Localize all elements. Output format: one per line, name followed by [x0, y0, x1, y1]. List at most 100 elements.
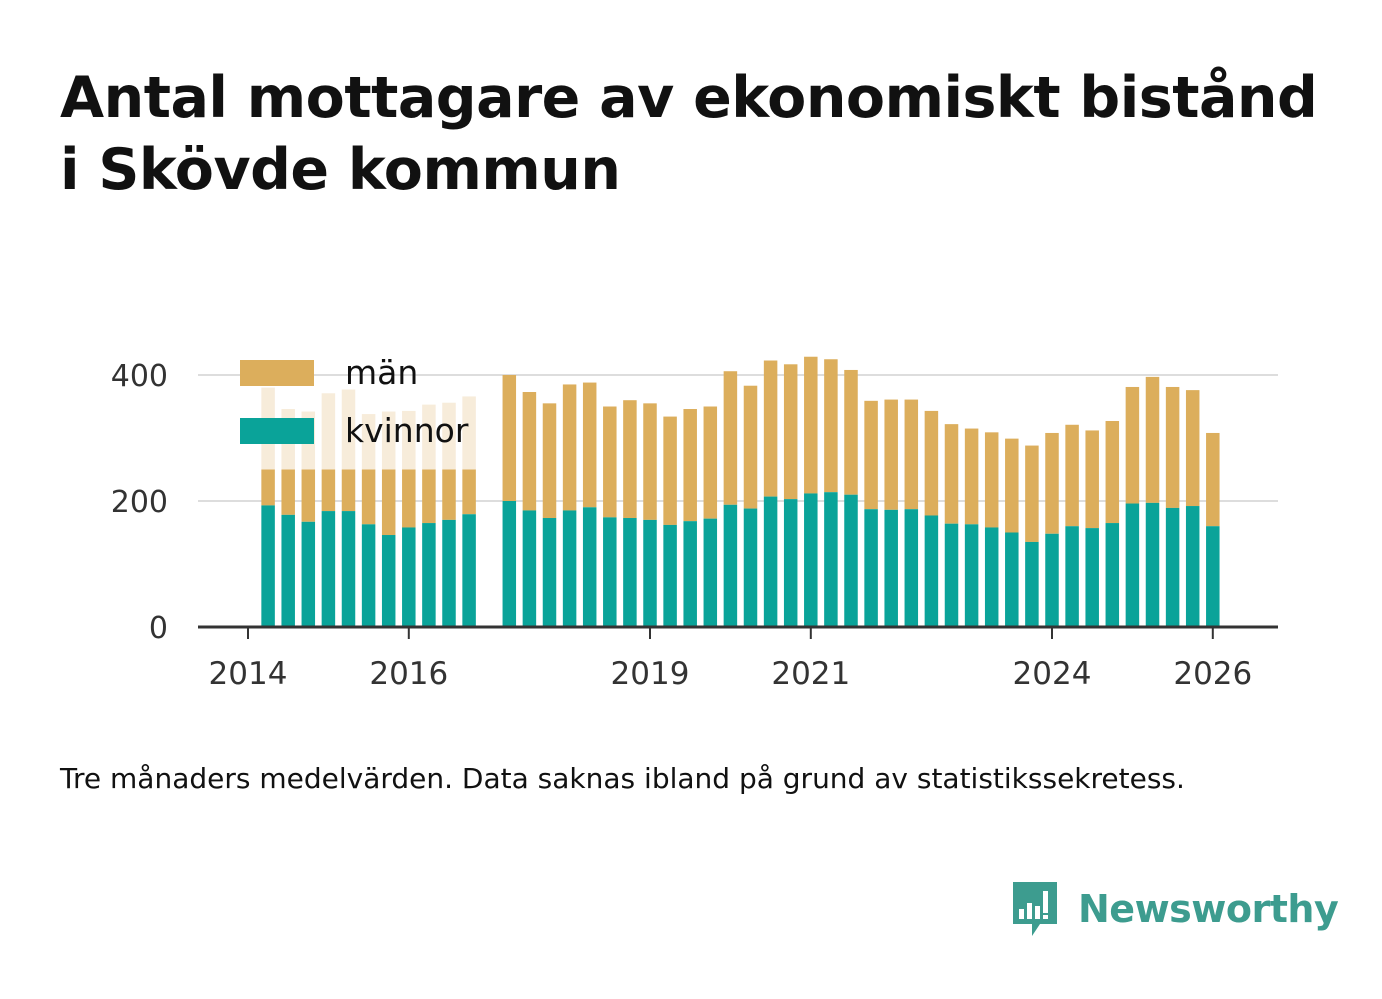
- legend-kvinnor-label: kvinnor: [345, 411, 469, 450]
- bar-man: [1185, 390, 1200, 507]
- bar-man: [663, 416, 677, 525]
- bar-man: [261, 469, 275, 506]
- brand-name: Newsworthy: [1078, 887, 1339, 931]
- bar-kvinnor: [924, 515, 939, 627]
- bar-man: [1065, 424, 1079, 527]
- bar-man: [321, 469, 336, 512]
- bar-kvinnor: [1206, 526, 1220, 627]
- legend-man-swatch: [240, 360, 314, 386]
- bar-man: [582, 382, 597, 508]
- bar-kvinnor: [1085, 528, 1099, 627]
- y-tick-label: 200: [111, 485, 168, 520]
- bar-kvinnor: [321, 511, 336, 627]
- bar-kvinnor: [683, 521, 697, 627]
- bar-man: [683, 409, 697, 522]
- bar-kvinnor: [783, 499, 798, 627]
- bar-man: [1206, 432, 1220, 527]
- bar-kvinnor: [301, 521, 316, 627]
- bar-kvinnor: [824, 492, 838, 627]
- bar-kvinnor: [603, 517, 617, 627]
- bar-man: [884, 399, 898, 510]
- bar-man: [422, 469, 436, 524]
- bar-man: [1165, 386, 1180, 508]
- footnote: Tre månaders medelvärden. Data saknas ib…: [60, 762, 1185, 795]
- brand[interactable]: Newsworthy: [1010, 878, 1339, 940]
- x-tick-label: 2026: [1173, 656, 1252, 692]
- bar-man: [844, 369, 858, 495]
- chart-title: Antal mottagare av ekonomiskt bistånd i …: [60, 65, 1318, 203]
- bar-man-suppressed: [361, 414, 376, 470]
- y-tick-label: 0: [149, 611, 168, 646]
- bar-man-suppressed: [442, 402, 456, 470]
- bar-man-suppressed: [402, 410, 416, 470]
- bar-man: [1005, 438, 1019, 533]
- bar-man: [281, 469, 295, 515]
- x-tick-label: 2019: [611, 656, 690, 692]
- bar-kvinnor: [1165, 507, 1180, 627]
- bar-man: [904, 399, 919, 510]
- bar-kvinnor: [381, 535, 396, 627]
- legend-man-label: män: [345, 353, 418, 392]
- bar-man: [562, 384, 577, 511]
- bar-man: [783, 364, 798, 500]
- bar-man: [462, 469, 476, 515]
- bar-man: [1105, 420, 1120, 524]
- axes: 0 200 400 2014 2016 2019 2021 2024 2026: [111, 359, 1278, 692]
- bar-kvinnor: [422, 523, 436, 627]
- x-tick-label: 2014: [209, 656, 288, 692]
- bar-man: [442, 469, 456, 520]
- bar-man: [723, 371, 738, 505]
- newsworthy-logo-icon: [1013, 882, 1057, 936]
- bar-kvinnor: [522, 510, 537, 627]
- bar-kvinnor: [1125, 503, 1140, 627]
- bar-man: [944, 424, 959, 524]
- y-tick-label: 400: [111, 359, 168, 394]
- bar-man: [743, 385, 758, 509]
- bar-kvinnor: [582, 507, 597, 627]
- bar-man: [1025, 445, 1039, 542]
- bar-man: [301, 469, 316, 522]
- bar-man-suppressed: [321, 393, 336, 470]
- x-tick-label: 2021: [771, 656, 850, 692]
- bar-man: [643, 403, 657, 520]
- bar-man: [984, 432, 999, 528]
- bar-man: [824, 359, 838, 493]
- bar-man: [522, 392, 537, 511]
- x-tick-label: 2024: [1013, 656, 1092, 692]
- legend-kvinnor-swatch: [240, 418, 314, 444]
- bar-man: [1145, 376, 1160, 503]
- bar-kvinnor: [743, 508, 758, 627]
- bar-man: [542, 403, 557, 519]
- bar-kvinnor: [944, 523, 959, 627]
- x-tick-label: 2016: [369, 656, 448, 692]
- bar-kvinnor: [864, 509, 878, 627]
- bar-kvinnor: [1025, 541, 1039, 627]
- bar-man: [763, 360, 778, 497]
- bar-man: [1085, 430, 1099, 529]
- bar-man: [402, 469, 416, 528]
- bar-kvinnor: [462, 514, 476, 627]
- bar-kvinnor: [884, 509, 898, 627]
- bar-man: [623, 400, 637, 519]
- bar-kvinnor: [663, 524, 677, 627]
- bar-kvinnor: [1185, 506, 1200, 627]
- bar-kvinnor: [542, 518, 557, 627]
- bar-kvinnor: [723, 504, 738, 627]
- bar-kvinnor: [1005, 532, 1019, 627]
- bar-man-suppressed: [341, 389, 356, 470]
- bar-kvinnor: [361, 524, 376, 627]
- bar-kvinnor: [763, 496, 778, 627]
- bar-kvinnor: [643, 519, 657, 627]
- bar-kvinnor: [261, 505, 275, 627]
- legend: män kvinnor: [240, 353, 469, 450]
- bar-man: [924, 410, 939, 516]
- bar-man: [381, 469, 396, 536]
- bar-kvinnor: [703, 518, 718, 627]
- bar-kvinnor: [844, 494, 858, 627]
- bar-kvinnor: [281, 514, 295, 627]
- bar-man: [341, 469, 356, 512]
- bar-kvinnor: [502, 501, 517, 627]
- bar-man: [1125, 386, 1140, 504]
- bars: [261, 356, 1220, 627]
- bar-kvinnor: [1065, 526, 1079, 627]
